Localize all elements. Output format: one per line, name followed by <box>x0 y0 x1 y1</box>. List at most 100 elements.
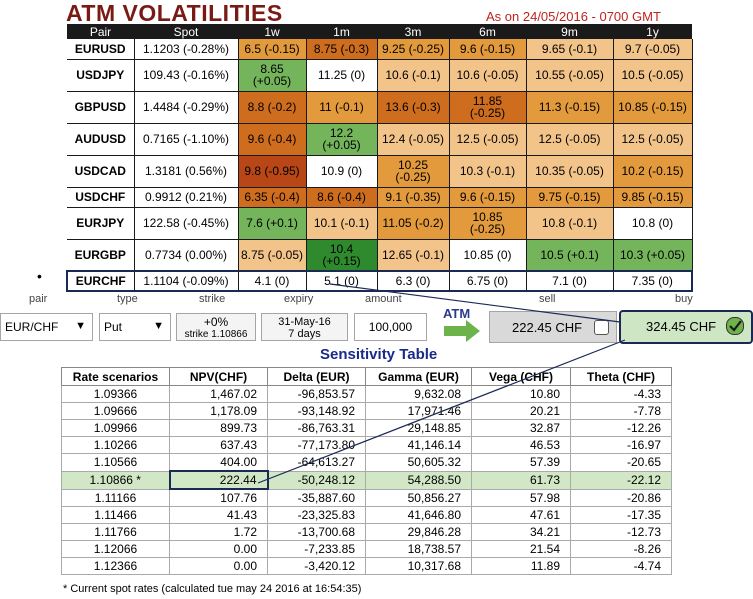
type-select[interactable]: Put ▼ <box>99 313 171 341</box>
sensitivity-row: 1.12066 0.00 -7,233.85 18,738.57 21.54 -8.26 <box>61 540 672 558</box>
vol-cell[interactable]: 10.55 (-0.05) <box>526 59 614 92</box>
vol-cell[interactable]: 9.65 (-0.1) <box>526 39 614 60</box>
sensitivity-cell: 10,317.68 <box>365 557 472 575</box>
vol-cell[interactable]: 10.85 (0) <box>449 239 527 272</box>
pair-cell[interactable]: EURUSD <box>67 39 135 60</box>
vol-row-eurjpy[interactable]: EURJPY 122.58 (-0.45%) 7.6 (+0.1) 10.1 (-0.… <box>67 207 693 240</box>
dropdown-arrow-icon: ▼ <box>75 320 86 332</box>
vol-cell[interactable]: 10.6 (-0.05) <box>449 59 527 92</box>
vol-cell[interactable]: 9.25 (-0.25) <box>377 39 450 60</box>
sensitivity-cell: -7.78 <box>570 402 672 420</box>
vol-cell[interactable]: 6.75 (0) <box>449 270 527 292</box>
vol-cell[interactable]: 10.4 (+0.15) <box>306 239 378 272</box>
pair-cell[interactable]: USDJPY <box>67 59 135 92</box>
vol-cell[interactable]: 10.6 (-0.1) <box>377 59 450 92</box>
pair-cell[interactable]: EURCHF <box>66 270 135 292</box>
vol-cell[interactable]: 11.85 (-0.25) <box>449 91 527 124</box>
vol-cell[interactable]: 9.85 (-0.15) <box>613 187 693 208</box>
spot-cell: 1.1104 (-0.09%) <box>134 270 239 292</box>
vol-row-eurchf[interactable]: EURCHF 1.1104 (-0.09%) 4.1 (0) 5.1 (0) 6.3 (… <box>66 270 693 292</box>
sensitivity-row: 1.10866 * 222.44 -50,248.12 54,288.50 61.73-… <box>61 470 672 490</box>
sensitivity-cell: 57.39 <box>471 453 571 472</box>
npv-cell: 107.76 <box>169 488 268 507</box>
vol-cell[interactable]: 10.5 (+0.1) <box>526 239 614 272</box>
vol-cell[interactable]: 13.6 (-0.3) <box>377 91 450 124</box>
sensitivity-cell: -8.26 <box>570 540 672 558</box>
vol-cell[interactable]: 10.8 (-0.1) <box>526 207 614 240</box>
vol-cell[interactable]: 10.9 (0) <box>306 155 378 188</box>
pair-cell[interactable]: EURJPY <box>67 207 135 240</box>
amount-input[interactable]: 100,000 <box>354 313 427 341</box>
vol-cell[interactable]: 10.25 (-0.25) <box>377 155 450 188</box>
npv-cell: 899.73 <box>169 419 268 437</box>
vol-cell[interactable]: 7.6 (+0.1) <box>238 207 307 240</box>
vol-cell[interactable]: 11.05 (-0.2) <box>377 207 450 240</box>
vol-cell[interactable]: 4.1 (0) <box>238 270 307 292</box>
pair-cell[interactable]: GBPUSD <box>67 91 135 124</box>
strike-field[interactable]: +0% strike 1.10866 <box>176 313 256 341</box>
sensitivity-cell: 1.10866 * <box>61 470 170 490</box>
vol-cell[interactable]: 8.8 (-0.2) <box>238 91 307 124</box>
sensitivity-cell: 1.10266 <box>61 436 170 454</box>
expiry-field[interactable]: 31-May-16 7 days <box>261 313 348 341</box>
vol-cell[interactable]: 12.2 (+0.05) <box>306 123 378 156</box>
vol-cell[interactable]: 10.2 (-0.15) <box>613 155 693 188</box>
sensitivity-col-header: Vega (CHF) <box>471 367 571 386</box>
pair-select[interactable]: EUR/CHF ▼ <box>0 313 93 341</box>
pair-cell[interactable]: USDCAD <box>67 155 135 188</box>
vol-cell[interactable]: 7.1 (0) <box>526 270 614 292</box>
vol-cell[interactable]: 8.75 (-0.3) <box>306 39 378 60</box>
buy-price-button[interactable]: 324.45 CHF <box>619 310 753 344</box>
vol-cell[interactable]: 11.25 (0) <box>306 59 378 92</box>
vol-cell[interactable]: 7.35 (0) <box>613 270 693 292</box>
vol-cell[interactable]: 11.3 (-0.15) <box>526 91 614 124</box>
sell-price-button[interactable]: 222.45 CHF <box>489 311 617 343</box>
vol-cell[interactable]: 6.5 (-0.15) <box>238 39 307 60</box>
vol-cell[interactable]: 9.6 (-0.15) <box>449 39 527 60</box>
pair-cell[interactable]: EURGBP <box>67 239 135 272</box>
vol-cell[interactable]: 10.85 (-0.25) <box>449 207 527 240</box>
vol-cell[interactable]: 10.5 (-0.05) <box>613 59 693 92</box>
vol-cell[interactable]: 10.1 (-0.1) <box>306 207 378 240</box>
vol-cell[interactable]: 9.8 (-0.95) <box>238 155 307 188</box>
sensitivity-cell: 18,738.57 <box>365 540 472 558</box>
sensitivity-row: 1.11166 107.76 -35,887.60 50,856.27 57.98 -20… <box>61 488 672 507</box>
vol-cell[interactable]: 10.8 (0) <box>613 207 693 240</box>
vol-cell[interactable]: 10.85 (-0.15) <box>613 91 693 124</box>
vol-cell[interactable]: 8.65 (+0.05) <box>238 59 307 92</box>
vol-cell[interactable]: 12.65 (-0.1) <box>377 239 450 272</box>
vol-cell[interactable]: 6.3 (0) <box>377 270 450 292</box>
arrow-right-icon <box>444 320 480 342</box>
vol-row-eurgbp[interactable]: EURGBP 0.7734 (0.00%) 8.75 (-0.05) 10.4 (+0… <box>67 239 693 272</box>
vol-cell[interactable]: 10.3 (-0.1) <box>449 155 527 188</box>
vol-cell[interactable]: 9.6 (-0.4) <box>238 123 307 156</box>
vol-cell[interactable]: 10.3 (+0.05) <box>613 239 693 272</box>
sensitivity-cell: 17,971.46 <box>365 402 472 420</box>
checkmark-icon[interactable] <box>726 317 744 335</box>
sell-checkbox[interactable] <box>594 320 609 335</box>
vol-cell[interactable]: 9.7 (-0.05) <box>613 39 693 60</box>
vol-cell[interactable]: 12.4 (-0.05) <box>377 123 450 156</box>
vol-cell[interactable]: 12.5 (-0.05) <box>449 123 527 156</box>
vol-cell[interactable]: 9.1 (-0.35) <box>377 187 450 208</box>
vol-row-gbpusd[interactable]: GBPUSD 1.4484 (-0.29%) 8.8 (-0.2) 11 (-0.1)… <box>67 91 693 124</box>
vol-cell[interactable]: 10.35 (-0.05) <box>526 155 614 188</box>
pair-cell[interactable]: USDCHF <box>67 187 135 208</box>
vol-cell[interactable]: 5.1 (0) <box>306 270 378 292</box>
vol-row-audusd[interactable]: AUDUSD 0.7165 (-1.10%) 9.6 (-0.4) 12.2 (+0.… <box>67 123 693 156</box>
vol-row-usdcad[interactable]: USDCAD 1.3181 (0.56%) 9.8 (-0.95) 10.9 (0) 1… <box>67 155 693 188</box>
vol-cell[interactable]: 8.6 (-0.4) <box>306 187 378 208</box>
vol-cell[interactable]: 11 (-0.1) <box>306 91 378 124</box>
vol-row-usdjpy[interactable]: USDJPY 109.43 (-0.16%) 8.65 (+0.05) 11.25 (… <box>67 59 693 92</box>
vol-cell[interactable]: 6.35 (-0.4) <box>238 187 307 208</box>
vol-cell[interactable]: 8.75 (-0.05) <box>238 239 307 272</box>
vol-row-eurusd[interactable]: EURUSD 1.1203 (-0.28%) 6.5 (-0.15) 8.75 (-0… <box>67 39 693 60</box>
sensitivity-cell: 10.80 <box>471 385 571 403</box>
pair-cell[interactable]: AUDUSD <box>67 123 135 156</box>
vol-col-header: 6m <box>449 24 526 39</box>
vol-cell[interactable]: 12.5 (-0.05) <box>526 123 614 156</box>
vol-cell[interactable]: 9.6 (-0.15) <box>449 187 527 208</box>
vol-cell[interactable]: 12.5 (-0.05) <box>613 123 693 156</box>
vol-cell[interactable]: 9.75 (-0.15) <box>526 187 614 208</box>
vol-row-usdchf[interactable]: USDCHF 0.9912 (0.21%) 6.35 (-0.4) 8.6 (-0.4… <box>67 187 693 208</box>
